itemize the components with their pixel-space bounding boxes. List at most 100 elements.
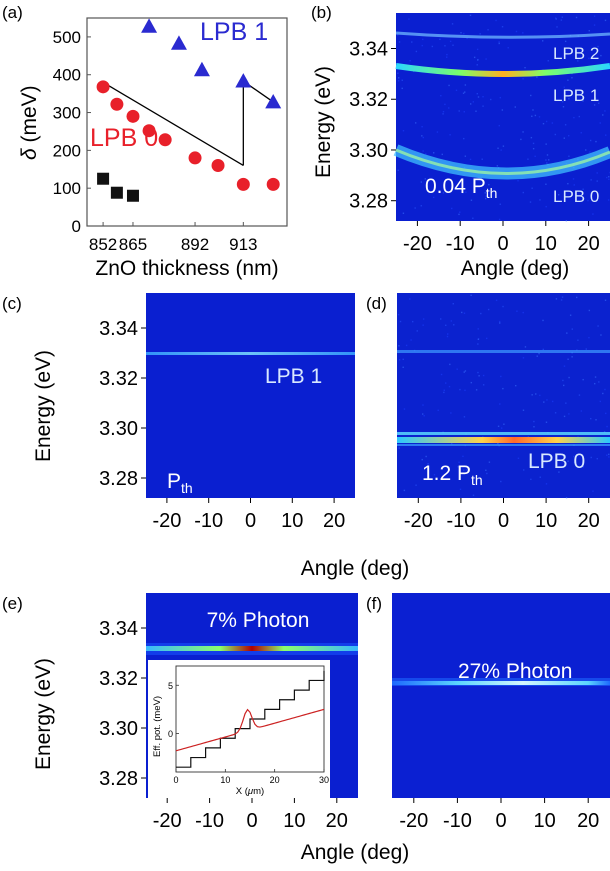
panel-b-ylabel: Energy (eV) (312, 66, 335, 178)
energy-tick-label: 3.28 (99, 768, 138, 790)
noise-dot (573, 461, 576, 464)
noise-dot (595, 419, 597, 421)
angle-tick-label: 20 (577, 233, 599, 255)
noise-dot (411, 41, 413, 43)
noise-dot (597, 45, 599, 48)
panel-b-label-lpb0: LPB 0 (553, 187, 599, 206)
noise-dot (561, 101, 564, 103)
noise-dot (461, 311, 463, 314)
noise-dot (604, 299, 607, 301)
noise-dot (462, 455, 464, 458)
noise-dot (472, 217, 474, 219)
panel-e-ylabel: Energy (eV) (32, 658, 55, 770)
noise-dot (478, 375, 480, 377)
noise-dot (398, 41, 401, 43)
angle-tick-label: 10 (281, 510, 303, 532)
noise-dot (606, 176, 608, 179)
angle-tick-label: 0 (245, 510, 256, 532)
noise-dot (440, 373, 443, 376)
noise-dot (463, 371, 465, 373)
noise-dot (575, 16, 578, 19)
panel-b-xlabel: Angle (deg) (461, 257, 570, 280)
noise-dot (568, 413, 570, 415)
noise-dot (596, 172, 598, 174)
lpb0-point (142, 124, 156, 138)
noise-dot (397, 313, 400, 316)
noise-dot (573, 116, 575, 119)
noise-dot (541, 40, 544, 42)
panel-a-ylabel-symbol: δ (18, 148, 41, 160)
noise-dot (545, 183, 547, 185)
noise-dot (554, 133, 557, 136)
noise-dot (453, 324, 455, 326)
noise-dot (539, 394, 541, 397)
noise-dot (446, 56, 448, 58)
noise-dot (485, 337, 488, 340)
noise-dot (415, 484, 417, 486)
noise-dot (422, 318, 425, 320)
noise-dot (452, 303, 454, 305)
noise-dot (522, 311, 524, 314)
lpb1-point (193, 61, 210, 77)
panel-a-x-ticks: 852 865 892 913 (89, 222, 258, 254)
lpb1-point (141, 18, 158, 33)
noise-dot (522, 131, 524, 133)
angle-tick-label: 10 (533, 810, 555, 832)
noise-dot (516, 310, 518, 312)
noise-dot (452, 44, 454, 46)
noise-dot (488, 461, 491, 463)
noise-dot (477, 96, 480, 98)
noise-dot (572, 455, 575, 458)
lpb0-point (236, 177, 250, 191)
noise-dot (542, 122, 545, 125)
noise-dot (531, 115, 533, 117)
noise-dot (477, 59, 479, 61)
noise-dot (464, 155, 467, 157)
noise-dot (582, 466, 584, 468)
noise-dot (558, 471, 560, 473)
angle-tick-label: -20 (399, 810, 428, 832)
noise-dot (608, 456, 610, 458)
noise-dot (487, 29, 489, 31)
inset-xlabel-mu: μ (247, 786, 254, 797)
noise-dot (421, 125, 423, 128)
panel-f-label-photon: 27% Photon (458, 660, 572, 683)
noise-dot (606, 454, 608, 456)
panel-d-heatmap-bg (397, 293, 610, 498)
panel-b-label-lpb1: LPB 1 (553, 86, 599, 105)
noise-dot (564, 124, 567, 126)
noise-dot (582, 100, 584, 102)
noise-dot (472, 101, 475, 103)
noise-dot (545, 143, 547, 145)
noise-dot (545, 483, 548, 485)
noise-dot (561, 16, 564, 18)
panel-c-tag: (c) (2, 294, 22, 313)
noise-dot (409, 59, 411, 62)
noise-dot (480, 312, 482, 315)
noise-dot (501, 109, 504, 111)
noise-dot (604, 110, 606, 112)
noise-dot (585, 348, 587, 350)
noise-dot (448, 107, 450, 109)
angle-tick-label: 0 (498, 510, 509, 532)
panel-e-inset: 05 0 10 20 30 Eff. pot. (meV) X (μm) (148, 660, 330, 798)
inset-x-tick-label: 0 (173, 775, 178, 785)
noise-dot (482, 105, 484, 107)
noise-dot (485, 58, 487, 60)
panel-d-line-upper (397, 350, 610, 353)
noise-dot (422, 38, 424, 41)
noise-dot (502, 387, 504, 390)
noise-dot (463, 312, 466, 314)
noise-dot (446, 335, 449, 338)
inset-xlabel-post: m) (253, 786, 264, 797)
angle-tick-label: 20 (326, 810, 348, 832)
noise-dot (462, 192, 464, 194)
noise-dot (551, 122, 554, 124)
noise-dot (585, 149, 587, 151)
y-tick-label: 400 (53, 66, 81, 85)
noise-dot (545, 159, 547, 161)
noise-dot (423, 415, 425, 417)
lpb0-point (96, 80, 110, 94)
noise-dot (578, 394, 581, 396)
